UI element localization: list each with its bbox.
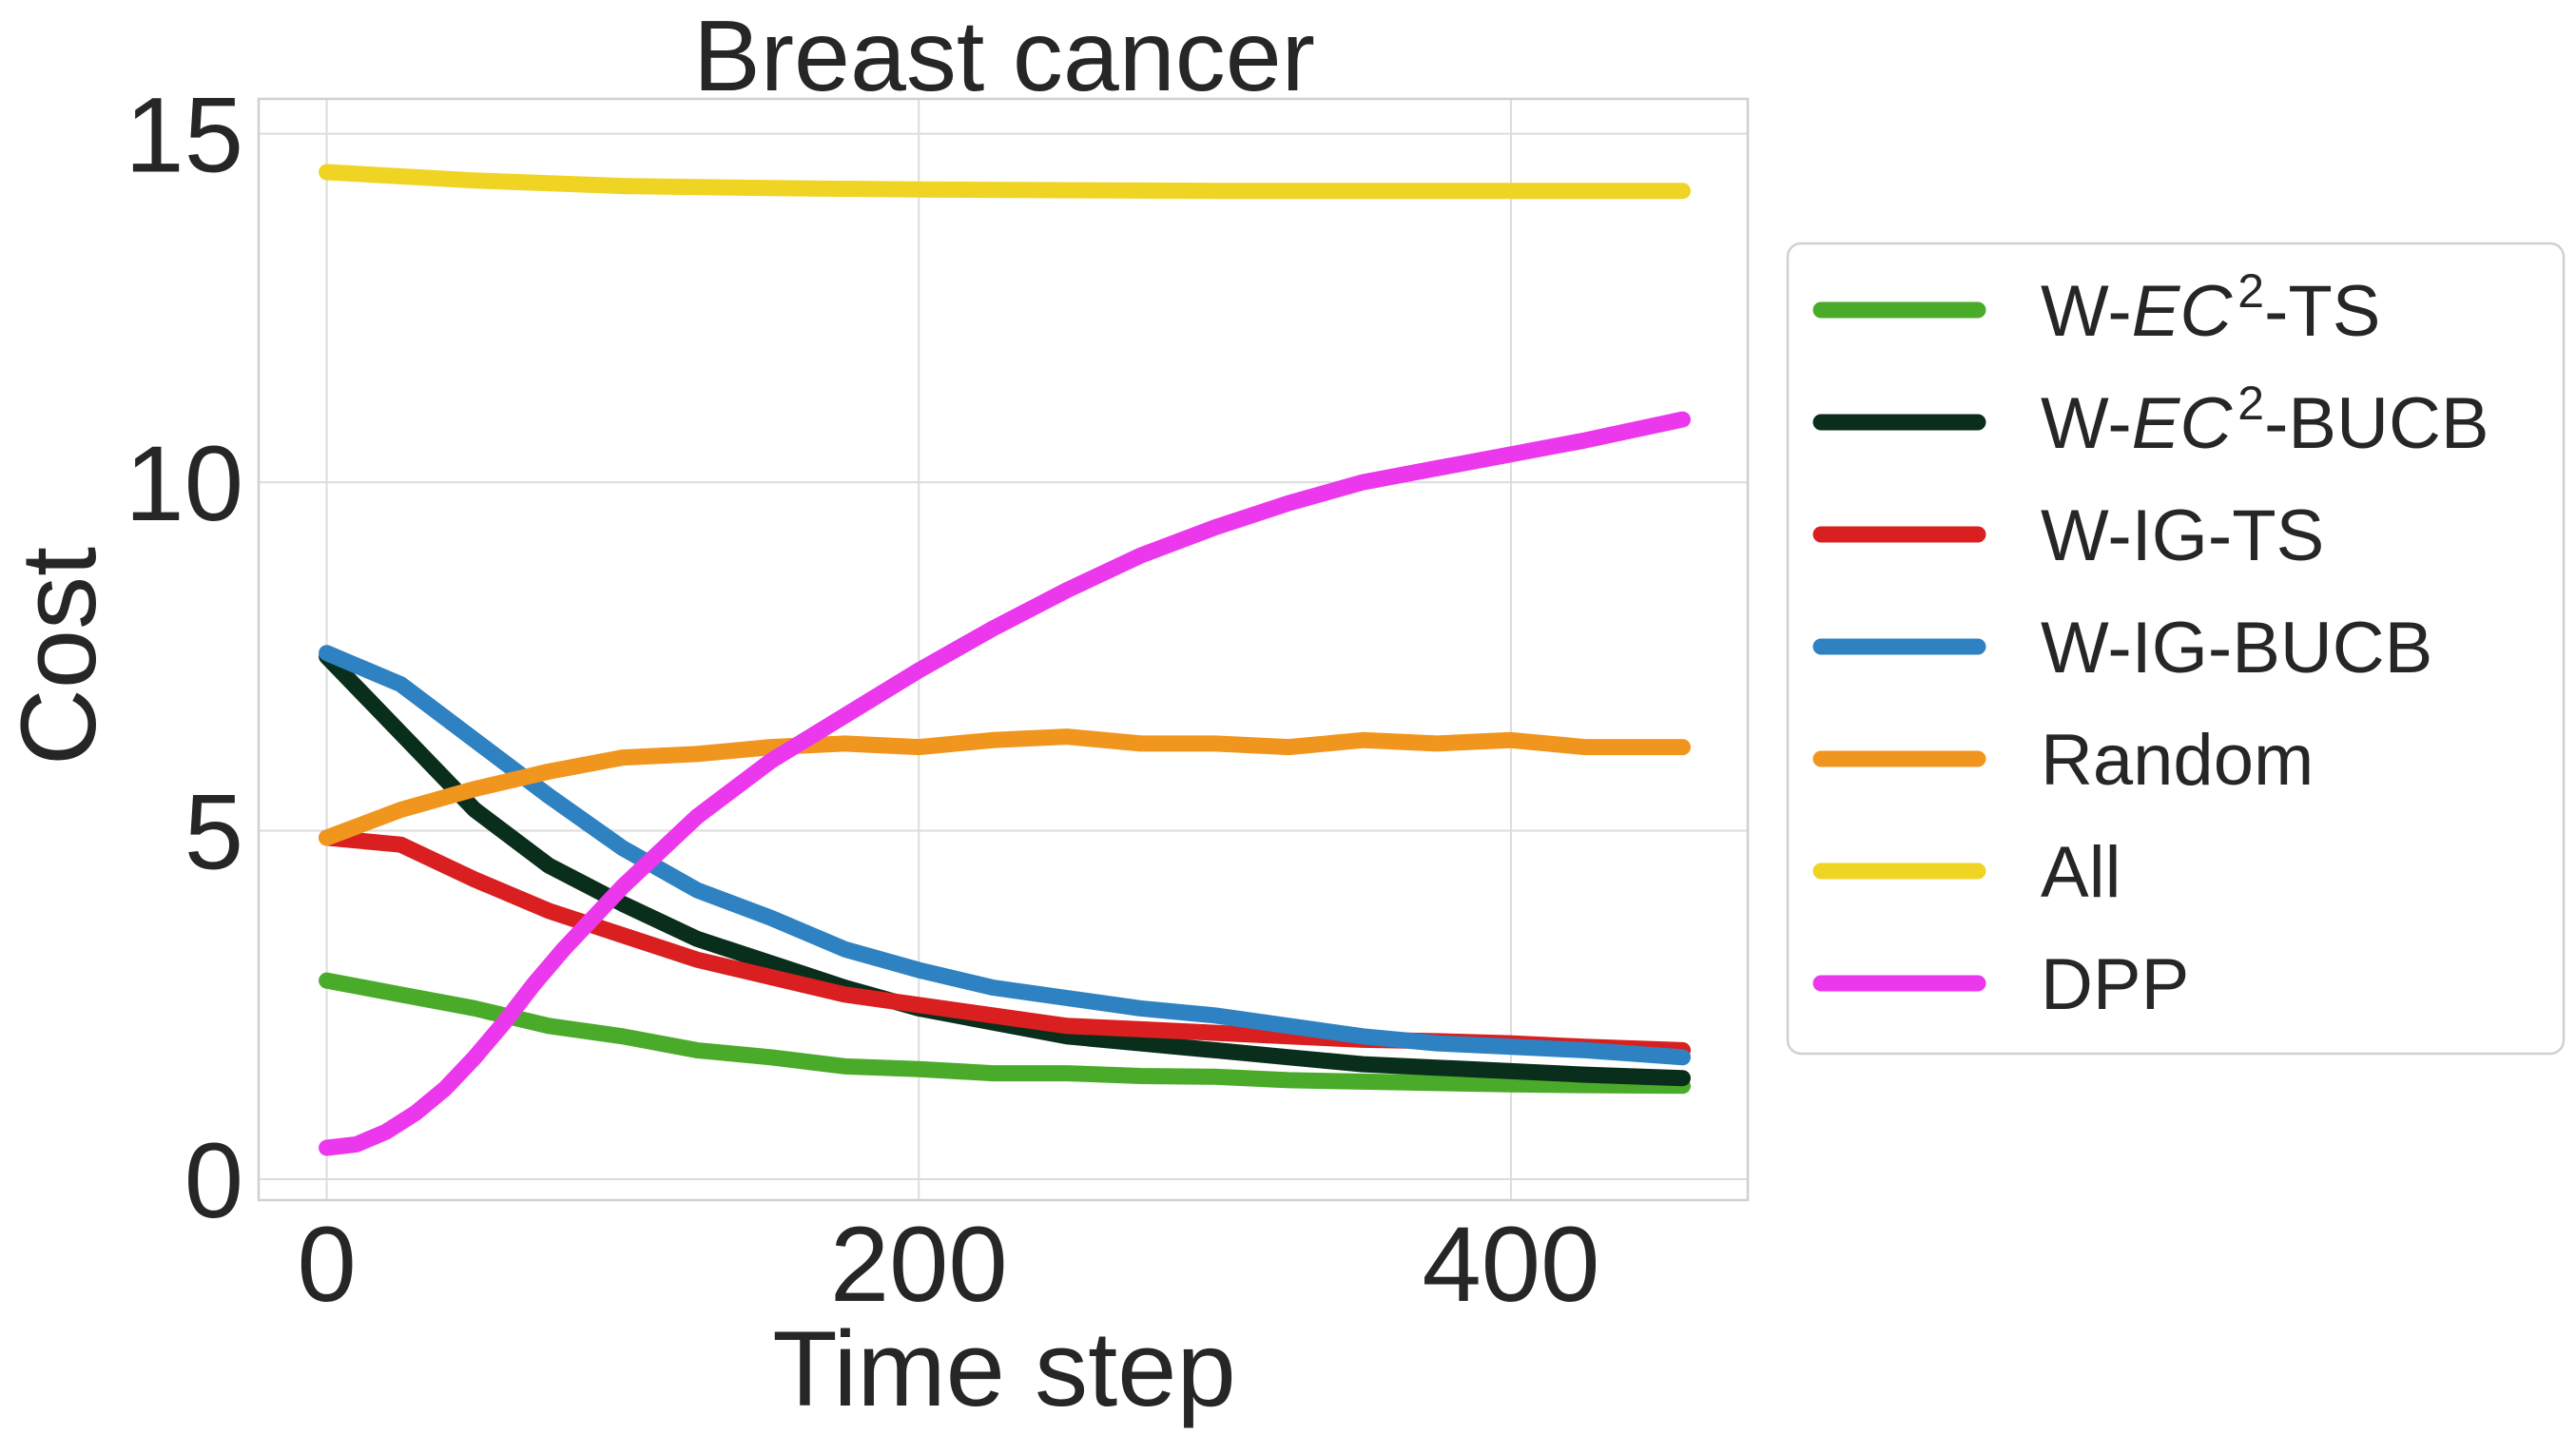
series-line-random — [319, 728, 1691, 846]
series-line-w-ec2-ts — [319, 972, 1691, 1095]
series-line-dpp — [319, 411, 1691, 1156]
y-tick-label-2: 10 — [125, 424, 243, 543]
plot-area: 0 200 400 0 5 10 15 — [125, 76, 1750, 1324]
legend-label-dpp: DPP — [2041, 944, 2189, 1025]
x-tick-label-1: 200 — [830, 1205, 1008, 1324]
y-axis-label: Cost — [0, 547, 118, 766]
legend-box — [1786, 242, 2566, 1056]
legend-label-w-ig-ts: W-IG-TS — [2041, 495, 2324, 576]
plot-frame — [257, 97, 1750, 1202]
legend-label-all: All — [2041, 832, 2121, 913]
x-tick-label-2: 400 — [1422, 1205, 1599, 1324]
legend: W-EC 2-TS W-EC 2-BUCB W-IG-TS W-IG-BUCB Random… — [1786, 242, 2566, 1056]
legend-label-w-ig-bucb: W-IG-BUCB — [2041, 608, 2432, 688]
legend-label-random: Random — [2041, 720, 2314, 801]
y-tick-label-0: 0 — [184, 1121, 243, 1240]
series-line-w-ig-bucb — [319, 645, 1691, 1066]
x-axis-label: Time step — [772, 1309, 1236, 1428]
legend-label-w-ec2-ts: W-EC 2-TS — [2041, 264, 2381, 352]
series-line-all — [319, 164, 1691, 200]
chart-title: Breast cancer — [693, 0, 1315, 112]
x-tick-label-0: 0 — [297, 1205, 356, 1324]
y-tick-label-3: 15 — [125, 76, 243, 195]
y-tick-label-1: 5 — [184, 773, 243, 892]
legend-label-w-ec2-bucb: W-EC 2-BUCB — [2041, 377, 2489, 464]
